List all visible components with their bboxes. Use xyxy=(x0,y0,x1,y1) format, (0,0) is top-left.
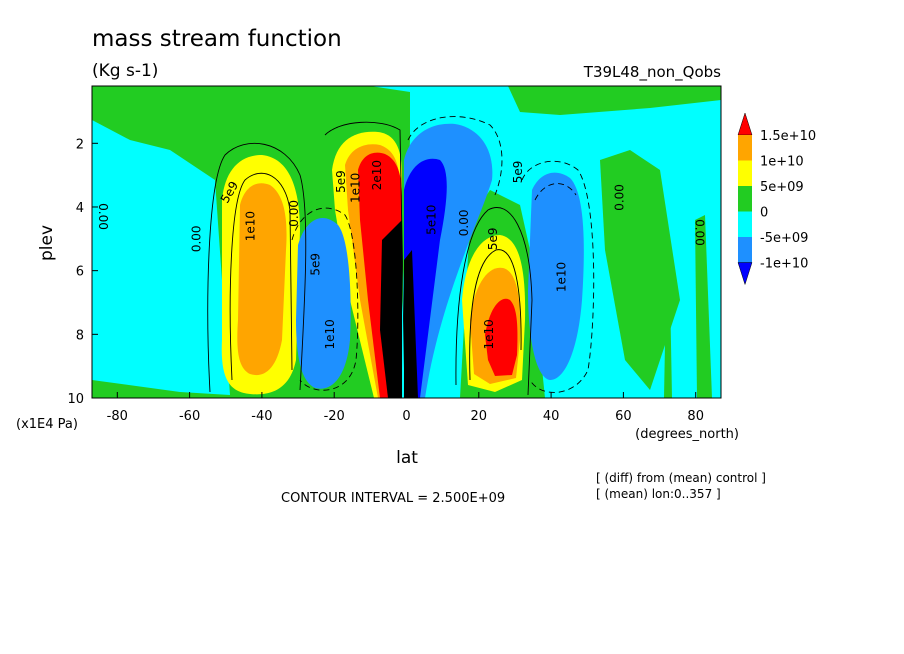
contour-label: 5e9 xyxy=(334,170,348,193)
chart-units: (Kg s-1) xyxy=(92,61,158,81)
colorbar-band xyxy=(738,160,752,186)
black-core-equator xyxy=(380,220,402,398)
contour-label: 1e10 xyxy=(555,262,569,292)
y-tick-label: 10 xyxy=(67,392,84,407)
contour-lines xyxy=(207,121,533,398)
x-tick-label: 80 xyxy=(687,409,704,424)
contour-lines-dashed xyxy=(291,116,595,393)
x-tick-label: -40 xyxy=(251,409,272,424)
x-tick-label: -80 xyxy=(107,409,128,424)
colorbar-band xyxy=(738,186,752,212)
contour-label: 1e10 xyxy=(244,211,258,241)
colorbar-label: 1e+10 xyxy=(760,155,804,170)
contour-label: 0.00 xyxy=(287,200,301,227)
x-tick-label: 0 xyxy=(402,409,410,424)
y-tick-label: 4 xyxy=(76,201,84,216)
contour-label: 0.00 xyxy=(189,225,203,252)
y-axis-units: (x1E4 Pa) xyxy=(16,417,78,432)
contour-label: 5e9 xyxy=(511,161,525,184)
run-label: T39L48_non_Qobs xyxy=(583,63,721,82)
contour-label: 1e10 xyxy=(482,319,496,349)
green-strip-east xyxy=(600,150,680,390)
contour-label: 0.00 xyxy=(96,203,110,230)
contour-label: 0.00 xyxy=(693,219,707,246)
contour-label: 0.00 xyxy=(457,210,471,237)
colorbar-band xyxy=(738,135,752,161)
x-tick-label: -60 xyxy=(179,409,200,424)
colorbar-label: 0 xyxy=(760,206,768,221)
y-axis: 2 4 6 8 10 xyxy=(67,137,98,407)
colorbar-bottom-arrow xyxy=(737,262,753,286)
colorbar-label: -5e+09 xyxy=(760,231,808,246)
x-tick-label: 60 xyxy=(615,409,632,424)
colorbar-label: 1.5e+10 xyxy=(760,129,816,144)
x-tick-label: -20 xyxy=(324,409,345,424)
blue-cell-south xyxy=(296,217,351,389)
green-strip-far-east xyxy=(695,215,712,398)
x-tick-label: 20 xyxy=(471,409,488,424)
contour-label: 5e9 xyxy=(309,253,323,276)
colorbar-top-arrow xyxy=(737,112,753,136)
green-tongue-north xyxy=(508,86,721,115)
y-axis-title: plev xyxy=(37,225,57,261)
note-diff: [ (diff) from (mean) control ] xyxy=(596,471,766,485)
x-axis: -80 -60 -40 -20 0 20 40 60 80 xyxy=(107,392,704,424)
contour-label: 5e10 xyxy=(424,205,438,235)
y-tick-label: 6 xyxy=(76,265,84,280)
colorbar-band xyxy=(738,237,752,263)
contour-label: 0.00 xyxy=(612,184,626,211)
y-tick-label: 2 xyxy=(76,137,84,152)
colorbar-label: -1e+10 xyxy=(760,257,808,272)
contour-label: 5e9 xyxy=(486,227,500,250)
contour-interval: CONTOUR INTERVAL = 2.500E+09 xyxy=(281,491,505,506)
contour-label: 2e10 xyxy=(370,160,384,190)
colorbar-label: 5e+09 xyxy=(760,180,804,195)
colorbar-band xyxy=(738,211,752,237)
contour-label: 1e10 xyxy=(349,173,363,203)
note-mean: [ (mean) lon:0..357 ] xyxy=(596,487,721,501)
red-cell-north xyxy=(485,298,518,376)
orange-cell-south xyxy=(237,183,287,376)
colorbar: 1.5e+10 1e+10 5e+09 0 -5e+09 -1e+10 xyxy=(737,112,816,286)
green-strip-narrow xyxy=(664,290,672,398)
chart-title: mass stream function xyxy=(92,26,342,52)
x-axis-title: lat xyxy=(396,448,418,468)
x-axis-units: (degrees_north) xyxy=(635,427,739,442)
contour-label: 1e10 xyxy=(323,319,337,349)
x-tick-label: 40 xyxy=(543,409,560,424)
black-core-south-equator xyxy=(404,250,418,398)
blue-cell-north xyxy=(528,172,584,380)
y-tick-label: 8 xyxy=(76,328,84,343)
